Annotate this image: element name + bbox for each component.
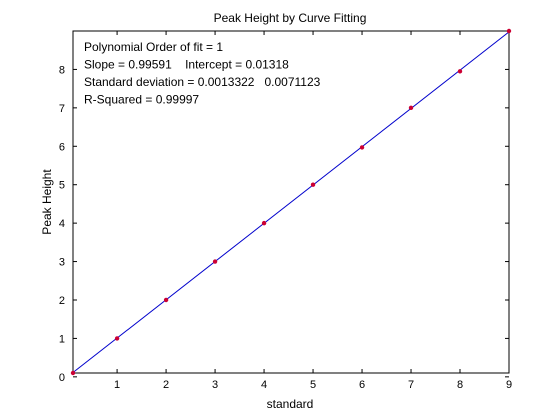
x-tick-label: 2: [163, 379, 169, 391]
x-tick-label: 7: [408, 379, 414, 391]
fit-line: [72, 31, 510, 373]
chart-title: Peak Height by Curve Fitting: [214, 11, 367, 25]
y-tick-label: 4: [59, 218, 65, 230]
annotation-line: Polynomial Order of fit = 1: [84, 40, 223, 54]
annotation-line: R-Squared = 0.99997: [84, 93, 199, 107]
y-axis-label: Peak Height: [40, 169, 54, 235]
y-tick-label: 7: [59, 103, 65, 115]
data-point: [261, 220, 267, 226]
x-tick-label: 3: [212, 379, 218, 391]
y-tick-label: 6: [59, 141, 65, 153]
data-point: [212, 259, 218, 264]
y-axis-ticks: 0 1 2 3 4 5 6 7 8: [59, 64, 509, 384]
y-tick-label: 3: [59, 257, 65, 269]
x-tick-label: 1: [114, 379, 120, 391]
x-tick-label: 8: [457, 379, 463, 391]
data-point: [408, 105, 414, 111]
y-tick-label: 0: [59, 372, 65, 384]
data-point: [114, 336, 120, 341]
data-point: [457, 69, 463, 74]
annotation-line: Standard deviation = 0.0013322 0.0071123: [84, 75, 321, 89]
x-tick-label: 5: [310, 379, 316, 391]
annotation-line: Slope = 0.99591 Intercept = 0.01318: [84, 58, 289, 72]
y-tick-label: 2: [59, 295, 65, 307]
y-tick-label: 5: [59, 180, 65, 192]
data-point: [506, 28, 512, 34]
x-tick-label: 4: [261, 379, 267, 391]
y-tick-label: 1: [59, 333, 65, 345]
plot-area: 1 2 3 4 5 6 7 8 9 0 1 2 3 4 5 6 7 8 Polynomial Order of …: [59, 28, 512, 391]
x-axis-ticks: 1 2 3 4 5 6 7 8 9: [114, 31, 512, 391]
data-point: [310, 182, 316, 187]
fit-annotations: Polynomial Order of fit = 1 Slope = 0.995…: [84, 40, 321, 107]
data-point: [163, 297, 169, 303]
data-point: [359, 145, 365, 150]
y-tick-label: 8: [59, 64, 65, 76]
x-tick-label: 6: [359, 379, 365, 391]
x-axis-label: standard: [267, 397, 314, 411]
data-point: [70, 370, 76, 376]
data-points: [70, 28, 512, 376]
x-tick-label: 9: [506, 379, 512, 391]
